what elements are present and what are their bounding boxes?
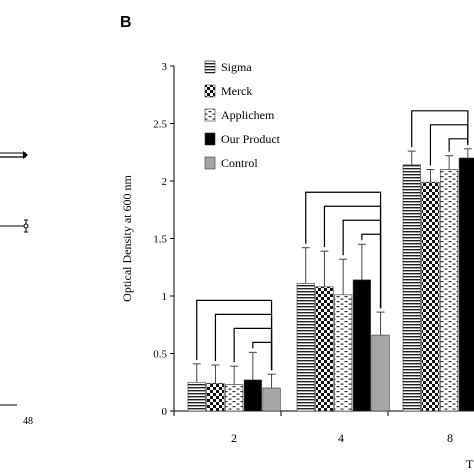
bar (334, 294, 353, 412)
x-tick-label: 8 (447, 431, 453, 445)
legend-label: Merck (221, 84, 252, 98)
y-tick-label: 2.5 (153, 119, 167, 131)
y-axis-label: Optical Density at 600 nm (120, 175, 134, 302)
bar (421, 181, 440, 412)
legend-swatch (204, 108, 216, 122)
x-axis-label: T (466, 457, 474, 471)
left-panel-remnant: 48 (0, 151, 33, 427)
legend-label: Sigma (221, 60, 252, 74)
bar (296, 283, 315, 412)
significance-bracket (448, 138, 469, 152)
panel-label: B (120, 14, 132, 31)
x-tick-label: 4 (338, 431, 344, 445)
bar (315, 286, 334, 412)
bar (262, 387, 281, 412)
bar (187, 381, 206, 412)
legend-label: Control (221, 156, 258, 170)
legend-swatch (204, 84, 216, 98)
significance-bracket (361, 233, 382, 309)
significance-brackets (196, 110, 469, 371)
bar (352, 279, 371, 412)
significance-bracket (252, 341, 273, 371)
legend-swatch (204, 132, 216, 146)
x-tick-label: 2 (231, 431, 237, 445)
bar (440, 169, 459, 412)
significance-bracket (429, 124, 469, 166)
legend-label: Our Product (221, 132, 281, 146)
bar (225, 384, 244, 412)
legend-label: Applichem (221, 108, 275, 122)
y-tick-label: 0 (162, 406, 168, 418)
bar (206, 383, 225, 412)
bar (402, 164, 421, 412)
significance-bracket (411, 110, 469, 148)
legend-swatch (204, 60, 216, 74)
bars (187, 148, 474, 412)
y-tick-label: 1 (162, 291, 168, 303)
y-tick-label: 0.5 (153, 349, 167, 361)
legend: Sigma Merck Applichem Our Product Control (204, 60, 281, 170)
bar (371, 334, 390, 412)
legend-swatch (204, 156, 216, 170)
y-tick-label: 2 (162, 176, 168, 188)
bar (458, 157, 474, 412)
y-tick-label: 3 (162, 61, 168, 73)
bar (243, 379, 262, 412)
y-tick-label: 1.5 (153, 234, 167, 246)
left-panel-tick-label: 48 (23, 416, 33, 427)
